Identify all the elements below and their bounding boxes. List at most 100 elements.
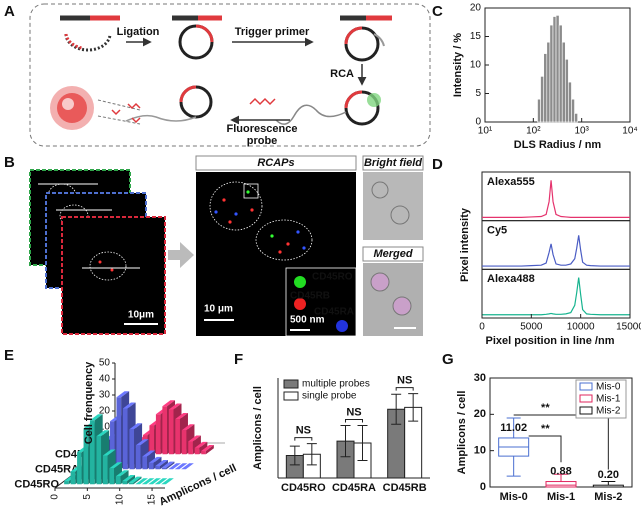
legend-frame: [575, 379, 627, 419]
y-tick-label: 20: [474, 408, 486, 420]
bar-top: [115, 470, 129, 477]
bar-top: [168, 463, 181, 470]
bar: [70, 471, 76, 485]
line: [482, 277, 630, 316]
legend-label: Mis-2: [596, 406, 621, 417]
bar: [555, 15, 560, 123]
bar-top: [188, 435, 201, 442]
bar-side: [159, 460, 168, 470]
legend-swatch: [579, 406, 593, 415]
bar: [115, 476, 121, 485]
circle-template: [195, 24, 214, 43]
step-label: Ligation: [117, 26, 160, 38]
probe: [111, 102, 141, 124]
y-tick-label: 0: [475, 117, 481, 128]
bar-side: [127, 475, 136, 485]
image-header: [362, 246, 424, 262]
marker-label: CD45RO: [312, 272, 353, 283]
padlock: [64, 33, 112, 52]
bar: [537, 98, 541, 123]
y-axis-label: Intensity / %: [452, 33, 464, 97]
bar-top: [122, 402, 136, 409]
probe: [249, 97, 276, 106]
legend-swatch: [579, 394, 593, 403]
y-tick-label: 20: [470, 3, 482, 14]
line: [482, 180, 630, 218]
bar-top: [148, 478, 161, 485]
x-tick-label: 10: [114, 494, 125, 506]
error-bar: [289, 445, 300, 466]
bar: [194, 447, 200, 455]
y-tick-label: 0: [480, 481, 486, 493]
annotation: **: [541, 402, 550, 414]
y-axis-label: Cell frenquency: [83, 361, 95, 444]
spot: [270, 234, 274, 238]
error-bar: [408, 393, 419, 422]
bar-top: [141, 478, 155, 485]
bar-top: [135, 478, 148, 485]
legend-label: single probe: [302, 391, 357, 402]
scale-label: 10 μm: [204, 304, 233, 315]
y-tick-label: 10: [99, 422, 111, 433]
error-bar: [306, 443, 317, 466]
bracket: [294, 437, 313, 441]
x-tick-label: CD45RA: [332, 482, 376, 494]
bar-top: [161, 461, 175, 468]
y-tick-label: 50: [99, 358, 111, 369]
bar: [149, 425, 155, 455]
spot: [234, 212, 238, 216]
bar: [135, 445, 141, 470]
y-tick-label: 5: [475, 88, 481, 99]
bar-top: [201, 445, 214, 452]
bar-top: [122, 475, 136, 482]
spot: [228, 220, 232, 224]
bar: [122, 408, 128, 470]
x-axis-label: Pixel position in line /nm: [486, 335, 615, 347]
y-tick-label: 15: [470, 31, 482, 42]
legend-swatch: [283, 391, 299, 401]
image: [363, 263, 423, 336]
bar-top: [135, 439, 149, 446]
scheme-frame: [29, 3, 431, 147]
y-tick-label: 30: [474, 372, 486, 384]
bar-side: [133, 476, 142, 485]
legend-swatch: [283, 379, 299, 389]
bar-top: [109, 462, 123, 469]
bar: [543, 53, 548, 123]
bar-top: [129, 423, 143, 430]
spot: [278, 250, 282, 254]
y-tick-label: 20: [99, 406, 111, 417]
bar: [77, 452, 82, 485]
bar-side: [205, 445, 214, 455]
cell: [390, 205, 410, 225]
bar: [129, 429, 135, 470]
y-tick-label: 10: [474, 445, 486, 457]
image-title: Merged: [373, 248, 412, 260]
image-header: [362, 155, 424, 171]
y-tick-label: 10: [470, 60, 482, 71]
spot: [294, 298, 306, 310]
marker-label: CD45RB: [290, 291, 330, 302]
bar: [155, 414, 161, 455]
microscopy: 10μm RCAPs 10 μm CD45RO CD45RB CD45RA 50…: [29, 155, 424, 337]
panel-label: B: [4, 154, 15, 171]
rca-product: [275, 104, 347, 125]
spot: [222, 198, 226, 202]
spot: [214, 210, 218, 214]
panel-label: A: [4, 3, 15, 20]
bar-top: [161, 478, 174, 485]
bar-top: [181, 463, 194, 470]
x-tick-label: CD45RB: [383, 482, 427, 494]
bar-top: [155, 460, 168, 467]
bar: [181, 430, 187, 455]
bar-side: [120, 470, 129, 485]
x-tick-label: 0: [50, 494, 61, 500]
cell-outline: [255, 219, 313, 261]
bracket: [528, 435, 562, 463]
x-tick-label: 15: [147, 494, 158, 506]
legend-label: Mis-1: [596, 394, 621, 405]
step-label: Trigger primer: [235, 26, 310, 38]
bar-top: [162, 400, 176, 407]
line: [482, 235, 630, 267]
bar-top: [175, 413, 188, 420]
